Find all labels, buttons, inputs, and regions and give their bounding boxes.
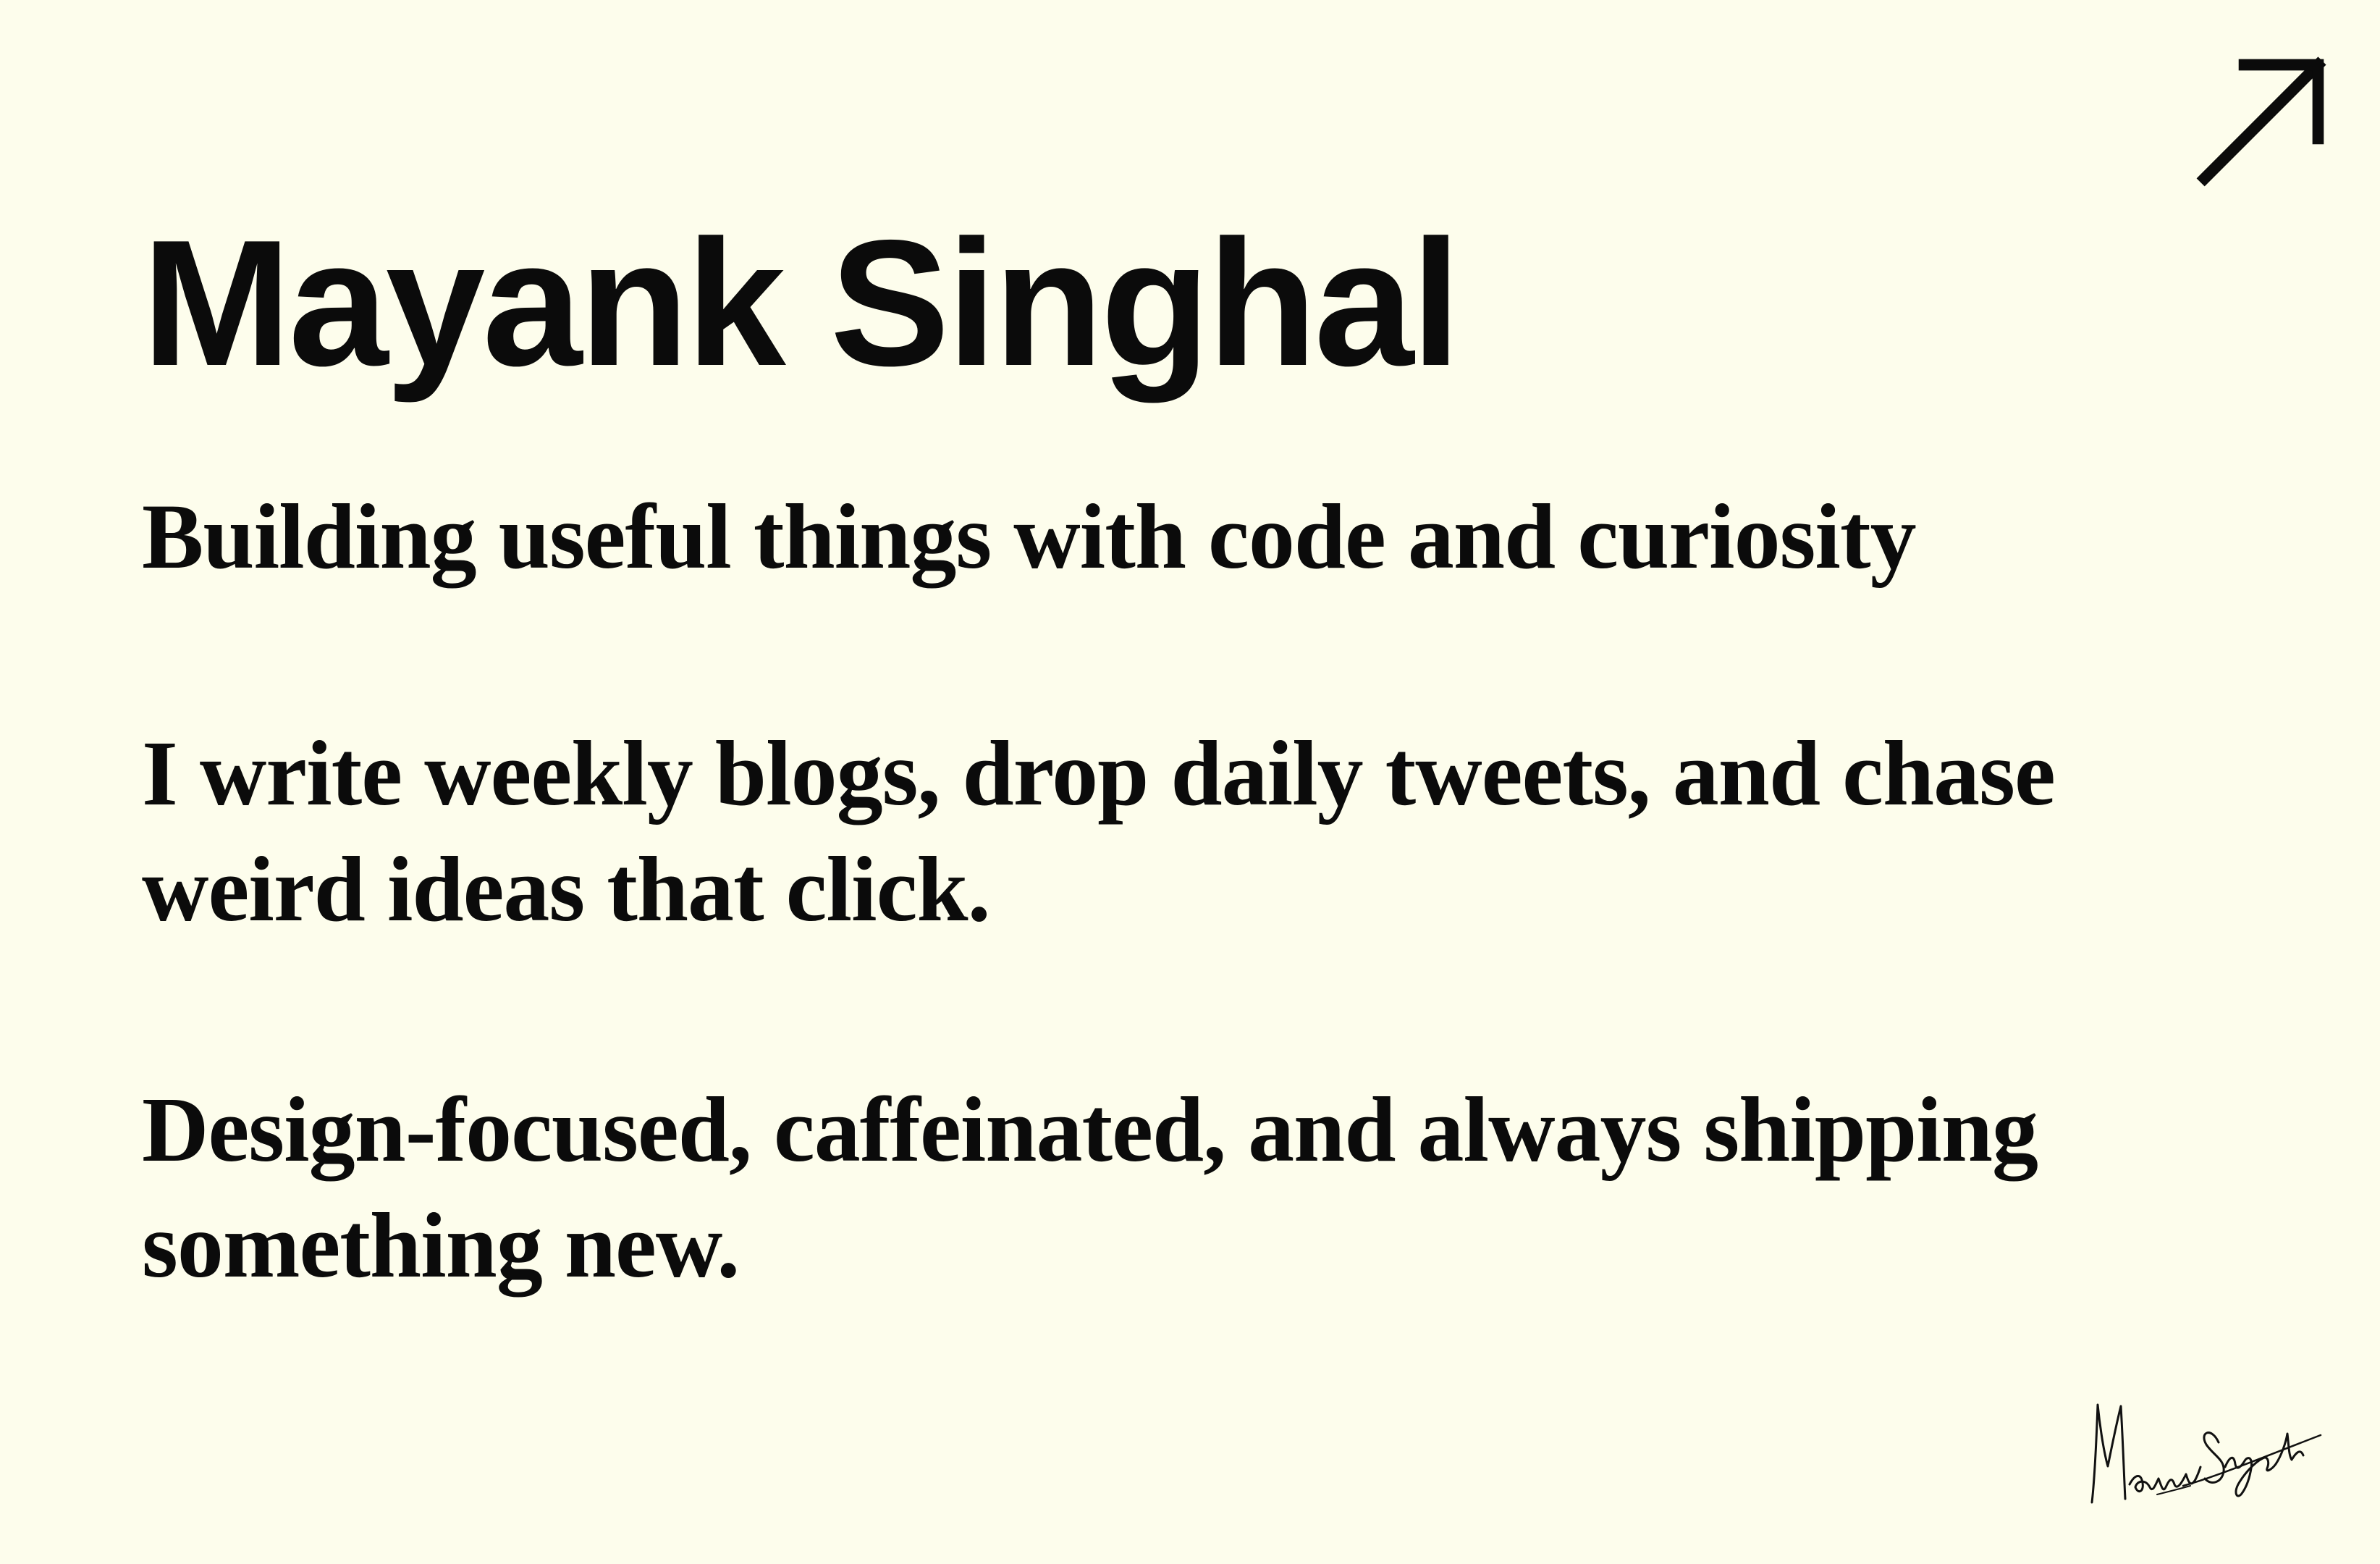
tagline: Building useful things with code and cur…: [142, 485, 1917, 588]
bio-paragraph-2: Design-focused, caffeinated, and always …: [142, 1078, 2038, 1297]
signature-icon: [2090, 1403, 2322, 1504]
page-title: Mayank Singhal: [142, 202, 1461, 403]
signature: [2070, 1376, 2331, 1521]
arrow-up-right-icon: [2196, 56, 2326, 187]
bio-paragraph-1: I write weekly blogs, drop daily tweets,…: [142, 722, 2056, 941]
external-link-button[interactable]: [2193, 48, 2335, 190]
